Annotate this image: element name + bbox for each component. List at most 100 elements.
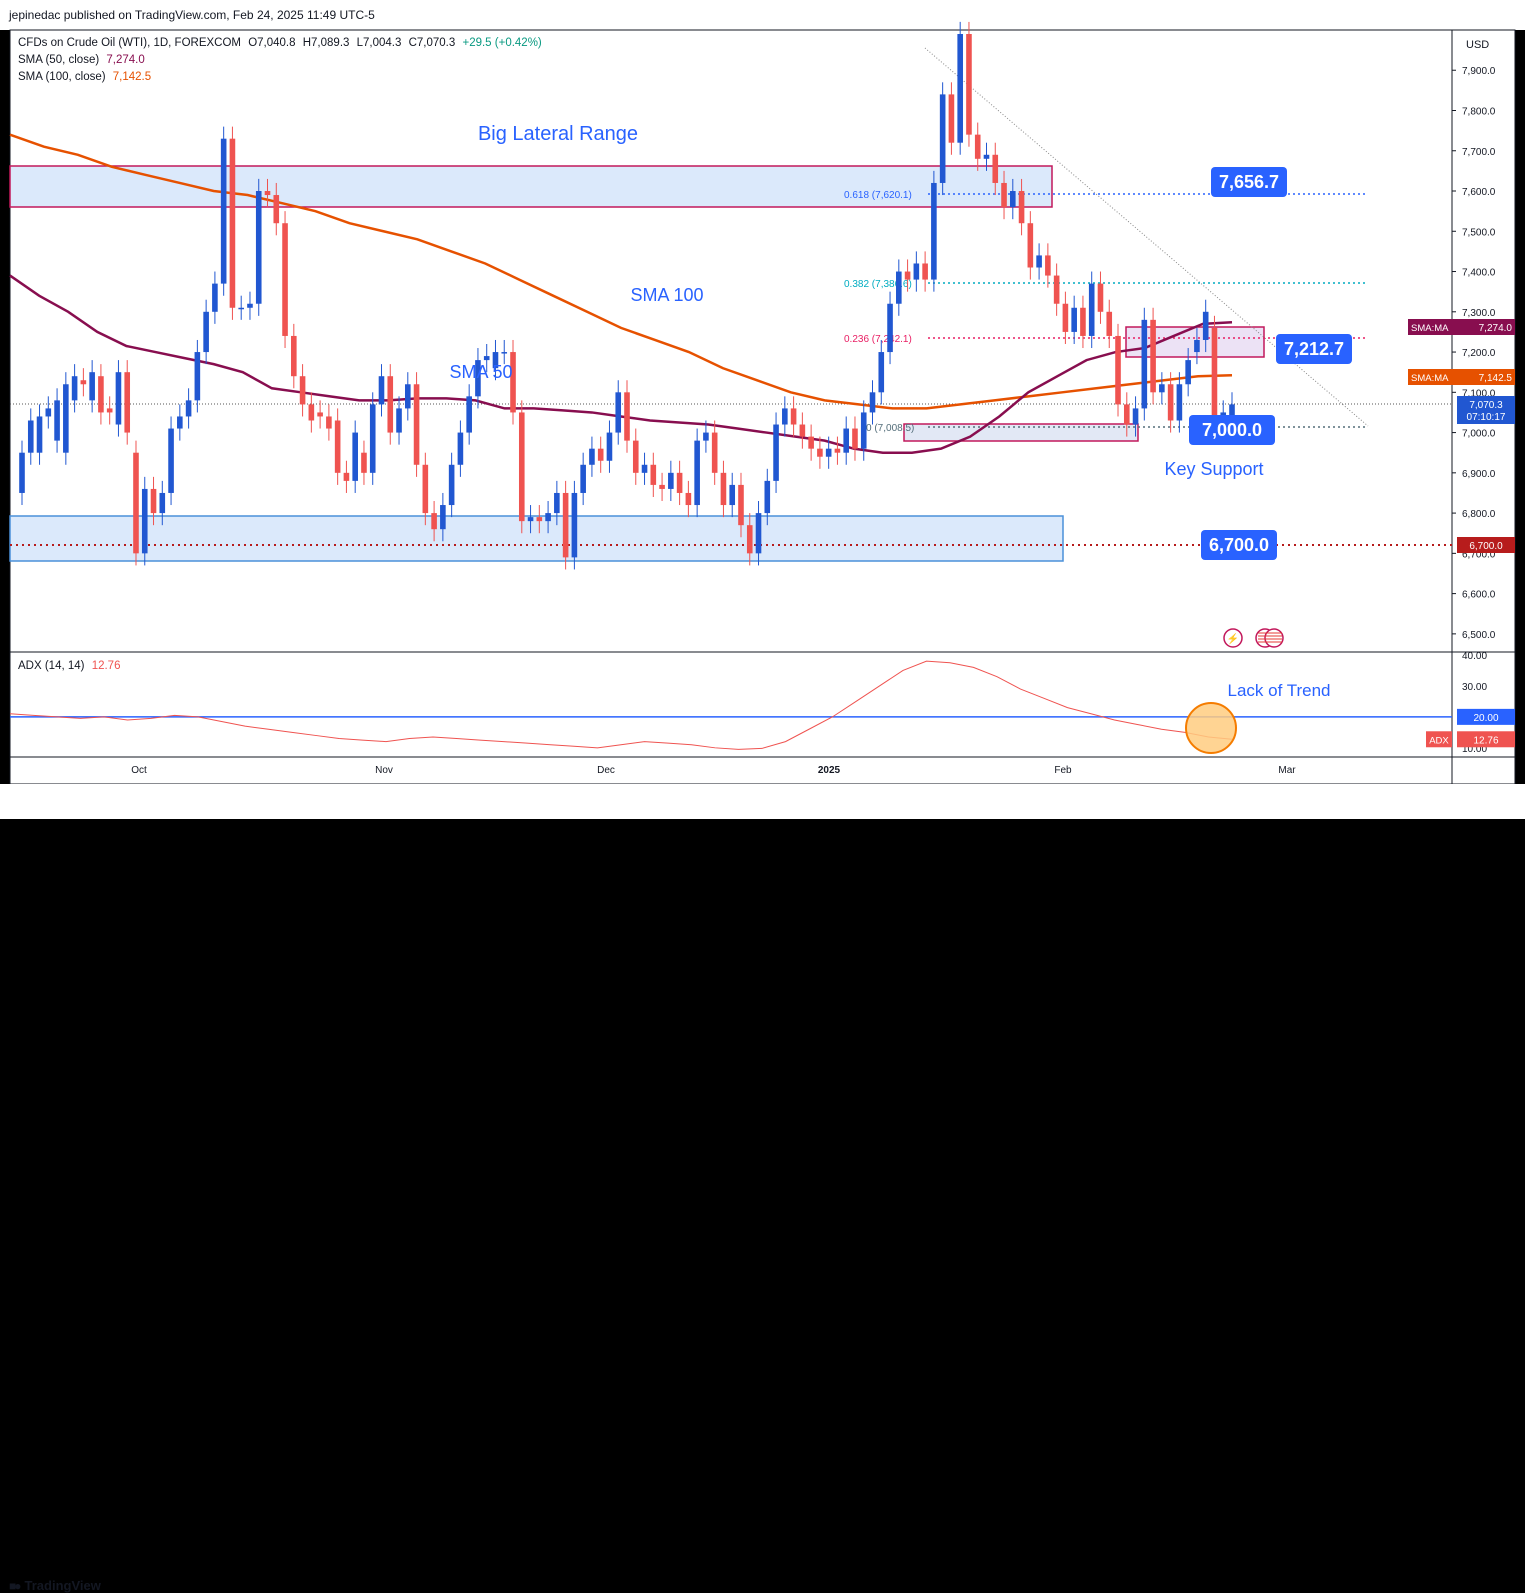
candle-down <box>431 513 437 530</box>
tradingview-logo-icon: ■● <box>9 1578 21 1593</box>
candle-up <box>220 138 227 284</box>
candle-up <box>860 412 867 449</box>
candle-down <box>308 404 315 421</box>
price-tick-label: 6,600.0 <box>1462 590 1496 601</box>
axis-adx-value-bg <box>1457 731 1515 748</box>
chart-background <box>10 30 1515 784</box>
candle-up <box>545 513 551 522</box>
candle-down <box>992 154 999 183</box>
legend-open: O7,040.8 <box>248 37 296 49</box>
candle-up <box>1194 339 1200 353</box>
candle-up <box>729 484 736 506</box>
price-tick-label: 7,500.0 <box>1462 227 1496 238</box>
candle-down <box>1123 404 1130 425</box>
candle-up <box>369 404 376 473</box>
axis-6700: 6,700.0 <box>1469 541 1503 552</box>
candle-up <box>1159 384 1165 393</box>
adx-tick-label: 30.00 <box>1462 682 1487 693</box>
candle-down <box>343 472 350 481</box>
candle-down <box>922 263 928 280</box>
legend-high: H7,089.3 <box>302 37 350 49</box>
candle-down <box>1053 275 1060 304</box>
axis-last-price: 7,070.3 <box>1469 400 1503 411</box>
candle-up <box>580 464 586 493</box>
candle-down <box>299 376 306 405</box>
candle-up <box>212 283 218 312</box>
candle-down <box>536 517 543 522</box>
candle-down <box>799 424 806 437</box>
candle-down <box>1106 311 1113 336</box>
candle-down <box>562 492 569 558</box>
candle-down <box>413 384 420 465</box>
candle-up <box>1132 408 1139 425</box>
event-flash-glyph: ⚡ <box>1227 632 1239 645</box>
candle-down <box>273 195 280 224</box>
candle-up <box>194 352 201 401</box>
candle-up <box>457 432 464 465</box>
candle-up <box>1088 283 1095 336</box>
candle-up <box>71 376 78 401</box>
price-tick-label: 7,800.0 <box>1462 106 1496 117</box>
big-lateral-range-box <box>9 165 1053 208</box>
candle-up <box>177 416 183 429</box>
candle-up <box>448 464 455 506</box>
candle-down <box>650 464 657 485</box>
candle-down <box>834 448 841 453</box>
us-flag-icon-2 <box>1264 628 1284 648</box>
candle-up <box>255 191 262 304</box>
candle-down <box>1097 283 1104 312</box>
candle-down <box>1167 384 1174 421</box>
candle-up <box>606 432 613 461</box>
candle-up <box>825 448 832 457</box>
candle-down <box>1062 303 1069 332</box>
candle-up <box>869 392 876 413</box>
candle-down <box>264 191 271 196</box>
candle-up <box>45 408 52 417</box>
candle-down <box>790 408 797 425</box>
candle-down <box>361 452 367 473</box>
axis-adx-tag-bg <box>1426 731 1452 748</box>
candle-up <box>1009 191 1016 208</box>
candle-up <box>440 505 446 530</box>
candle-up <box>843 428 850 453</box>
candle-up <box>185 400 192 417</box>
candle-up <box>939 94 946 183</box>
candle-down <box>291 335 297 377</box>
candle-up <box>159 492 166 514</box>
candle-down <box>711 432 718 473</box>
candle-up <box>931 182 937 280</box>
candle-down <box>808 436 814 449</box>
publisher-bar: jepinedac published on TradingView.com, … <box>0 0 1525 30</box>
adx-tick-label: 10.00 <box>1462 744 1487 755</box>
candle-up <box>589 448 595 465</box>
candle-up <box>1036 255 1042 268</box>
candle-up <box>1141 319 1148 409</box>
fib-236-label: 0.236 (7,242.1) <box>844 334 912 345</box>
adx-line <box>9 660 1233 750</box>
candle-down <box>133 452 139 554</box>
candle-up <box>878 352 885 393</box>
sma100-annotation: SMA 100 <box>630 285 703 305</box>
candle-up <box>501 352 508 354</box>
candle-down <box>1150 319 1156 393</box>
candle-up <box>694 440 700 506</box>
sma50-annotation: SMA 50 <box>449 362 512 382</box>
price-tick-label: 6,800.0 <box>1462 509 1496 520</box>
adx-tick-label: 40.00 <box>1462 651 1487 662</box>
fib-0-label: 0 (7,008.5) <box>866 423 914 434</box>
candle-up <box>247 303 253 308</box>
axis-adx-tag: ADX <box>1429 735 1449 746</box>
currency-label[interactable]: USD <box>1466 39 1490 51</box>
price-tick-label: 7,700.0 <box>1462 147 1496 158</box>
candle-up <box>352 432 358 481</box>
price-tick-label: 6,700.0 <box>1462 549 1496 560</box>
candle-up <box>764 480 771 514</box>
legend-sma100: SMA (100, close) 7,142.5 <box>18 69 542 86</box>
candle-down <box>282 223 288 336</box>
candle-down <box>1211 327 1218 425</box>
price-chart[interactable]: 7,900.0 7,800.0 7,700.0 7,600.0 7,500.0 7,400… <box>0 0 1525 819</box>
candle-down <box>632 440 639 473</box>
brand-text: TradingView <box>24 1578 101 1593</box>
candle-down <box>387 376 394 433</box>
candle-down <box>317 412 323 417</box>
